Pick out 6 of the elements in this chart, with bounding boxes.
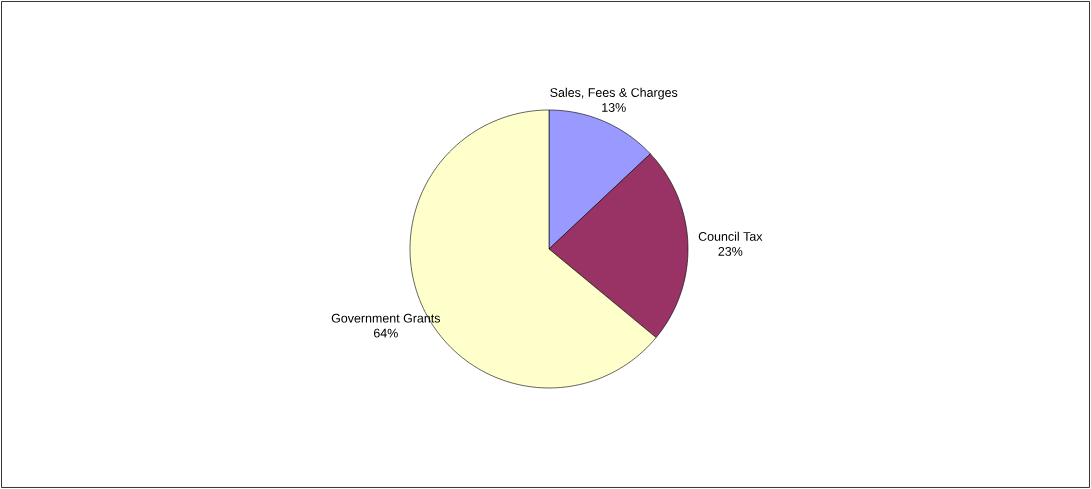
data-label: 64% (373, 328, 398, 338)
data-label: 13% (602, 103, 626, 112)
slice-label: Council Tax (698, 231, 763, 241)
slice-label: Sales, Fees & Charges (550, 87, 678, 100)
slice-label: Government Grants (331, 313, 441, 323)
data-label: 23% (718, 247, 743, 256)
